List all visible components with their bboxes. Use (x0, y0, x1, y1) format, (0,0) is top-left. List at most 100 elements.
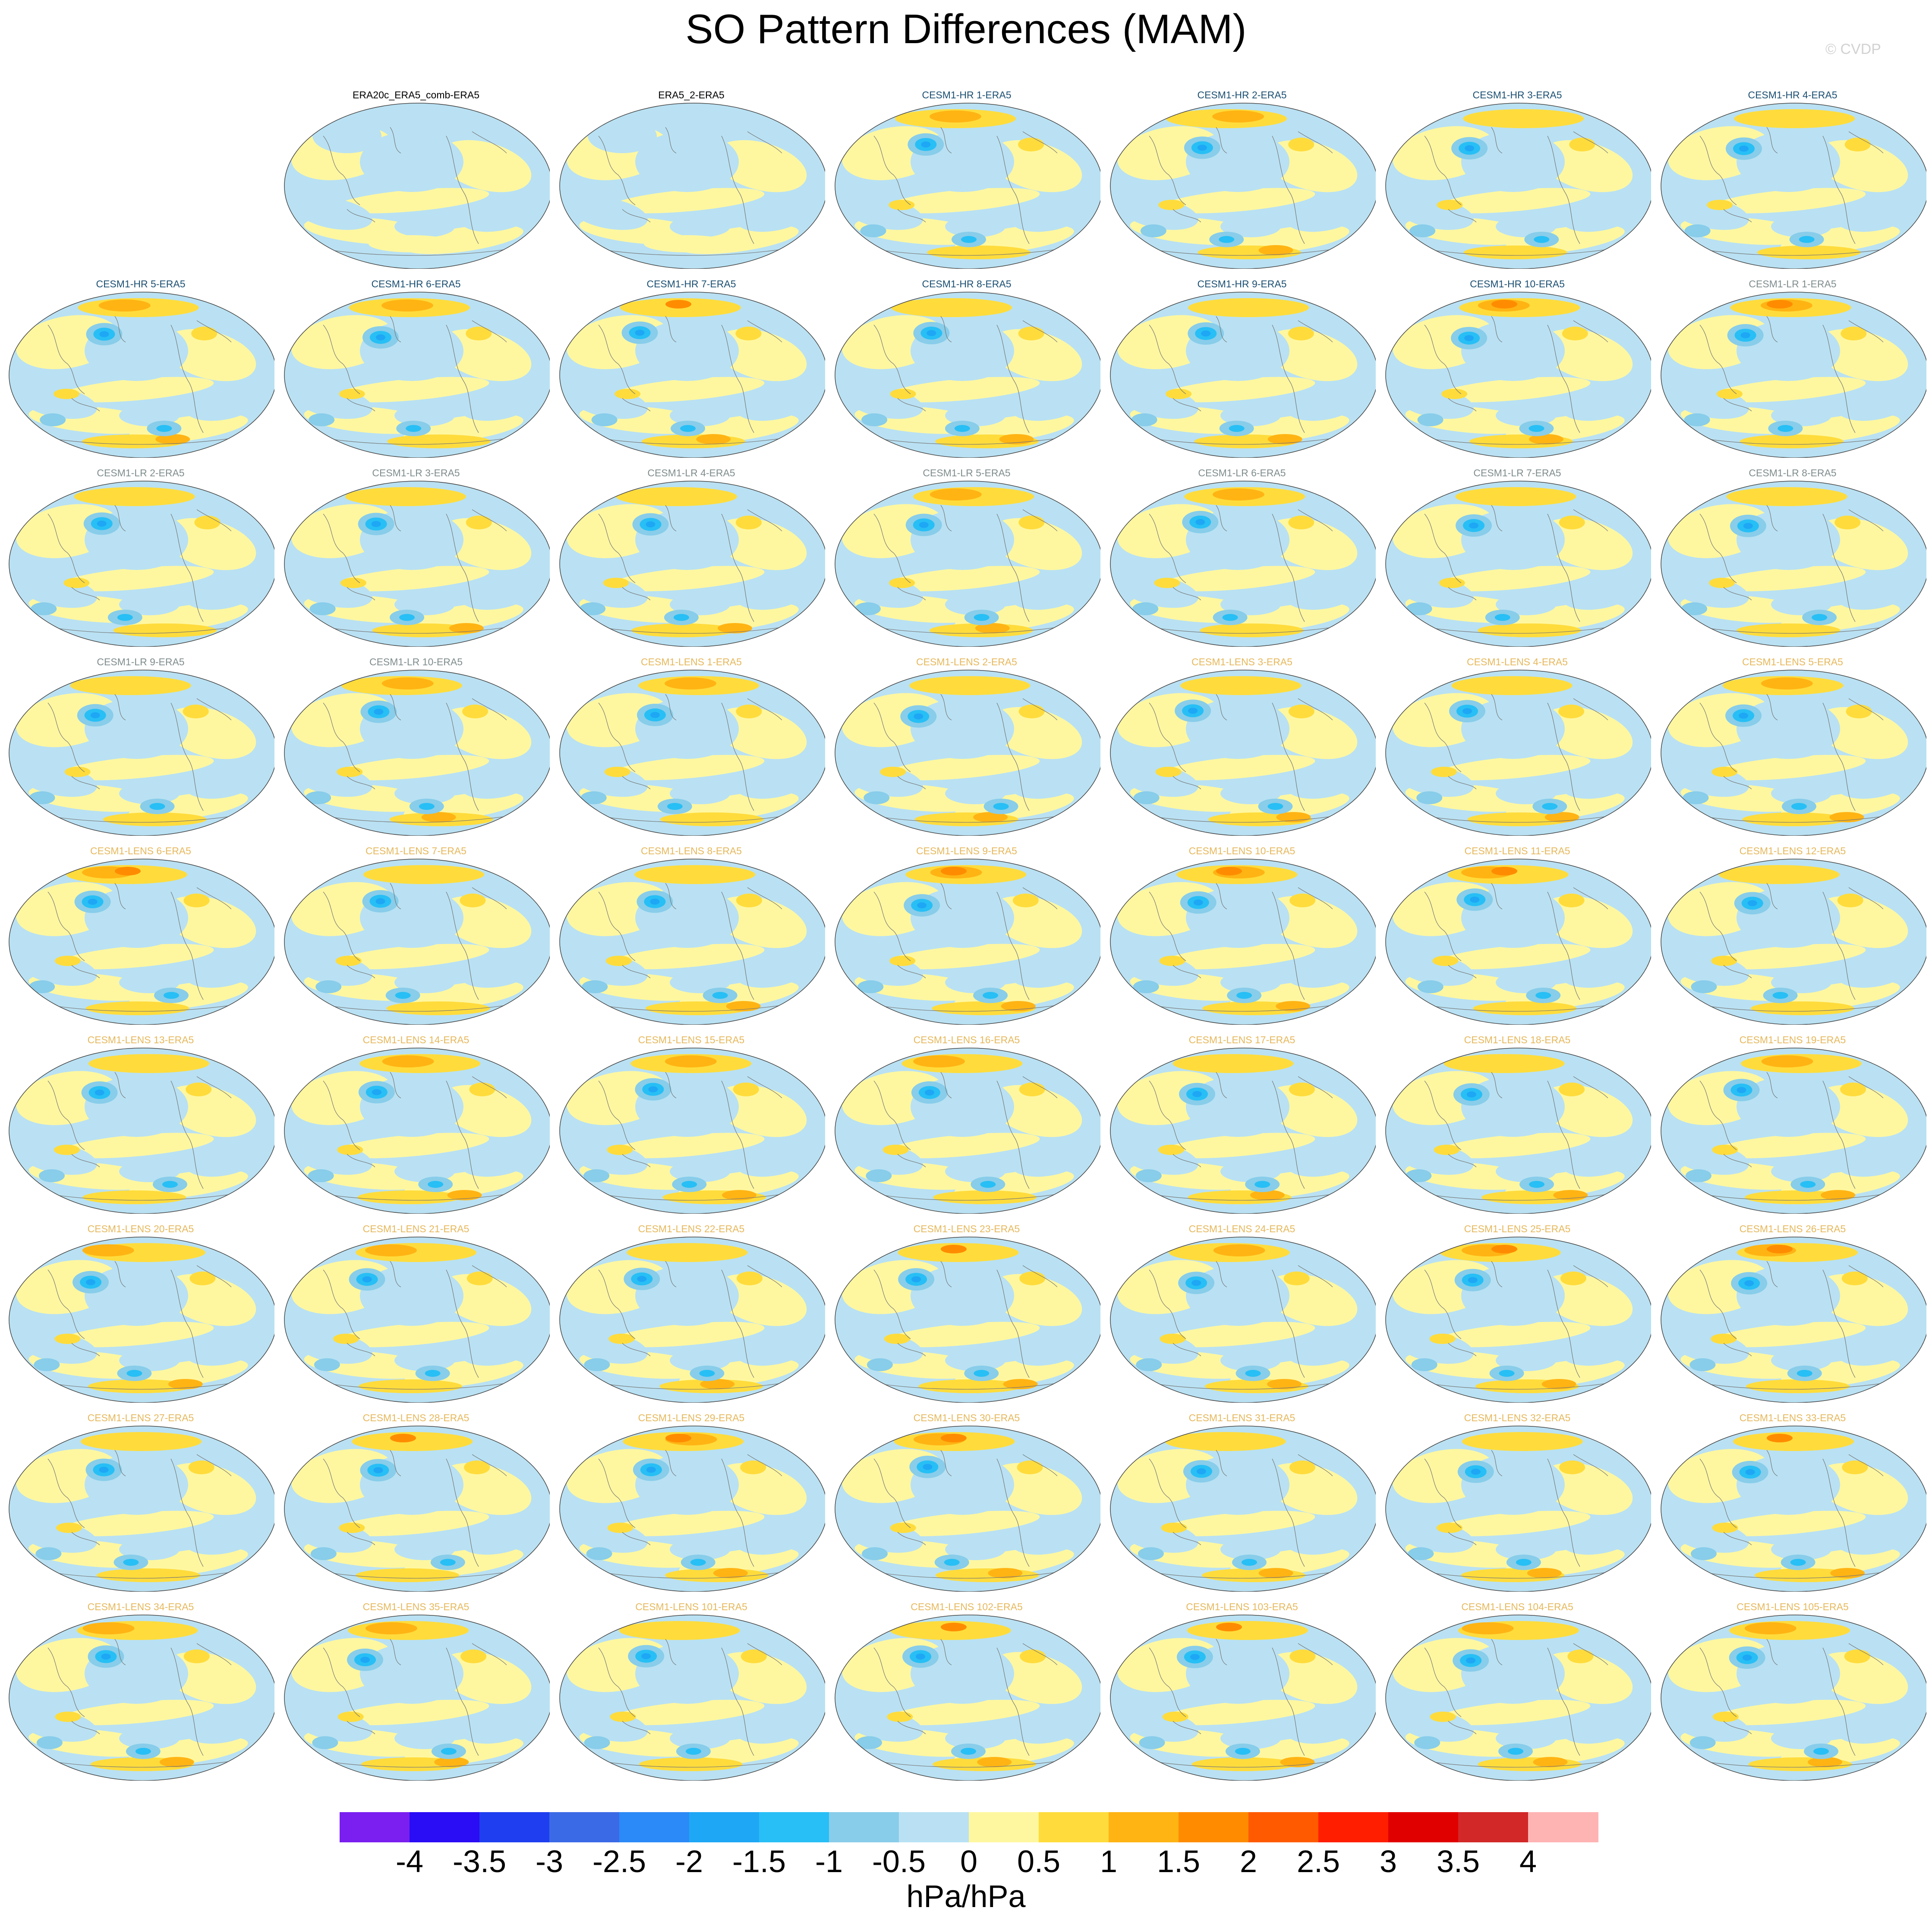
world-map (284, 1426, 550, 1592)
coastline (1693, 815, 1892, 823)
positive-anomaly-region (1491, 867, 1517, 875)
positive-anomaly-region (113, 623, 217, 637)
positive-anomaly-region (1540, 1652, 1633, 1704)
coastline (1172, 1532, 1201, 1545)
southern-low (680, 425, 696, 432)
world-map (284, 1615, 550, 1781)
negative-anomaly-region (1771, 783, 1831, 804)
world-map (9, 292, 274, 458)
negative-anomaly-region (1836, 1707, 1913, 1744)
positive-anomaly-region (941, 1245, 967, 1253)
negative-anomaly-region (1186, 699, 1289, 759)
positive-anomaly-region (59, 377, 214, 403)
positive-anomaly-region (333, 1334, 359, 1344)
southern-low (441, 1748, 457, 1755)
coastline (1822, 1647, 1856, 1756)
coastline (1491, 1639, 1503, 1665)
positive-anomaly-region (1726, 487, 1847, 506)
north-pacific-low (1466, 1657, 1476, 1664)
positive-anomaly-region (460, 894, 486, 907)
coastline (1149, 135, 1186, 205)
coastline (1491, 505, 1503, 532)
positive-anomaly-region (1712, 1145, 1738, 1155)
map-panel: CESM1-LENS 26-ERA5 (1657, 1222, 1928, 1404)
world-map (1110, 292, 1376, 458)
coastline (1424, 1269, 1462, 1339)
coastline (47, 1269, 85, 1339)
map-panel: CESM1-LENS 3-ERA5 (1106, 655, 1377, 837)
coastline (1766, 316, 1778, 343)
panel-title: CESM1-LR 10-ERA5 (369, 656, 463, 667)
negative-anomaly-region (1561, 762, 1638, 799)
coastline (323, 513, 360, 583)
positive-anomaly-region (1467, 812, 1571, 826)
map-panel: CESM1-LENS 105-ERA5 (1657, 1600, 1928, 1782)
positive-anomaly-region (1742, 812, 1846, 826)
world-map (559, 1426, 825, 1592)
southern-low (1684, 413, 1710, 426)
coastline (1573, 131, 1608, 154)
positive-anomaly-region (421, 812, 456, 822)
positive-anomaly-region (1491, 300, 1517, 308)
coastline (1298, 1643, 1333, 1665)
negative-anomaly-region (1771, 972, 1831, 993)
positive-anomaly-region (438, 896, 532, 948)
north-pacific-low (1192, 1091, 1202, 1097)
negative-anomaly-region (119, 972, 180, 993)
coastline (1142, 437, 1342, 445)
map-outline (1385, 481, 1651, 647)
positive-anomaly-region (1815, 707, 1908, 759)
coastline (1418, 815, 1617, 823)
map-panel: CESM1-HR 6-ERA5 (281, 277, 552, 459)
coastline (47, 1458, 85, 1528)
southern-low (1236, 992, 1252, 999)
coastline (1272, 1647, 1305, 1756)
coastline (592, 1571, 791, 1579)
positive-anomaly-region (644, 235, 730, 252)
map-panel: CESM1-LENS 23-ERA5 (831, 1222, 1102, 1404)
coastline (867, 815, 1066, 823)
positive-anomaly-region (1160, 188, 1315, 214)
map-panel: CESM1-HR 3-ERA5 (1382, 88, 1653, 270)
coastline (472, 131, 507, 154)
map-panel: CESM1-LENS 27-ERA5 (5, 1411, 276, 1593)
colorbar-box (899, 1812, 969, 1842)
negative-anomaly-region (1010, 951, 1087, 988)
world-map (835, 481, 1100, 647)
north-pacific-low (1191, 1280, 1201, 1286)
southern-low (31, 602, 57, 615)
positive-anomaly-region (1463, 109, 1584, 128)
world-map (284, 859, 550, 1025)
positive-anomaly-region (1455, 487, 1576, 506)
coastline (170, 1080, 204, 1189)
positive-anomaly-region (1808, 1757, 1843, 1767)
positive-anomaly-region (1213, 1244, 1265, 1256)
positive-anomaly-region (54, 389, 80, 399)
coastline (665, 1639, 677, 1665)
coastline (1699, 513, 1737, 583)
positive-anomaly-region (607, 1523, 633, 1533)
north-pacific-low (375, 898, 385, 904)
coastline (114, 505, 126, 532)
coastline (1693, 1759, 1892, 1768)
positive-anomaly-region (1840, 1083, 1866, 1096)
southern-low (860, 224, 886, 237)
positive-anomaly-region (1837, 894, 1863, 907)
world-map (1661, 1426, 1926, 1592)
coastline (867, 1759, 1066, 1768)
positive-anomaly-region (1718, 865, 1840, 884)
colorbar-box (340, 1812, 410, 1842)
southern-low (36, 1736, 63, 1749)
southern-low (854, 602, 881, 615)
world-map (835, 1048, 1100, 1214)
world-map (1661, 1048, 1926, 1214)
positive-anomaly-region (334, 755, 489, 781)
map-outline (284, 859, 550, 1025)
map-panel: ERA5_2-ERA5 (556, 88, 827, 270)
positive-anomaly-region (1540, 518, 1633, 570)
colorbar-tick-label: -4 (395, 1844, 424, 1879)
north-pacific-low (1464, 335, 1474, 341)
coastline (1149, 1647, 1186, 1717)
positive-anomaly-region (1439, 578, 1465, 588)
southern-low (1140, 224, 1166, 237)
